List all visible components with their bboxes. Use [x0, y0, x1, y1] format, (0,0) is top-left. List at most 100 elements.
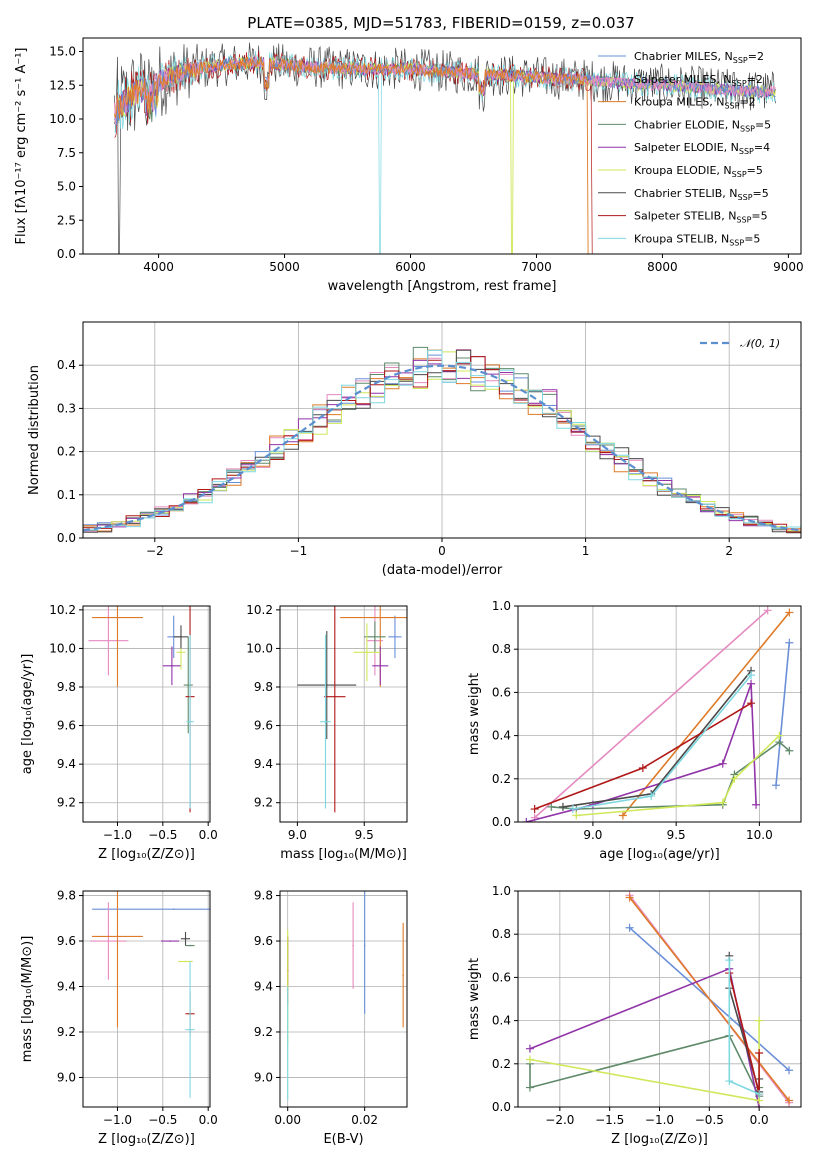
spectrum-xtick-label: 5000	[269, 260, 300, 274]
data-point	[402, 974, 404, 976]
spectrum-xtick-label: 6000	[395, 260, 426, 274]
residuals-ytick-label: 0.1	[57, 488, 76, 502]
legend-entry-count: =5	[744, 232, 760, 245]
legend-entry-count: =2	[748, 50, 764, 63]
residuals-ytick-label: 0.0	[57, 531, 76, 545]
weight-marker	[785, 638, 794, 647]
age-vs-Z-xtick-label: −0.5	[148, 828, 177, 842]
weight-marker	[572, 811, 581, 820]
spectrum-xtick-label: 9000	[773, 260, 804, 274]
weight-vs-Z-ytick-label: 0.8	[492, 927, 511, 941]
residuals-xtick-label: 2	[725, 544, 733, 558]
data-point	[379, 664, 382, 667]
data-point	[171, 664, 173, 667]
mass-vs-Z-frame	[82, 890, 211, 1108]
spectrum-xtick-label: 4000	[143, 260, 174, 274]
age-vs-Z-ytick-label: 9.2	[57, 796, 76, 810]
spectrum-ytick-label: 10.0	[49, 112, 76, 126]
age-vs-Z-ytick-label: 9.4	[57, 757, 76, 771]
weight-marker	[725, 1077, 734, 1086]
weight-marker	[618, 811, 627, 820]
weight-series-line	[534, 609, 769, 819]
mass-vs-Z-xtick-label: 0.0	[199, 1113, 218, 1127]
mass-vs-ebv-ytick-label: 9.4	[254, 979, 273, 993]
weight-vs-Z-xtick-label: −1.0	[645, 1113, 674, 1127]
data-point	[116, 935, 119, 938]
age-vs-mass-frame	[279, 605, 408, 823]
weight-vs-age-xtick-label: 9.0	[583, 828, 602, 842]
age-vs-Z-ytick-label: 9.8	[57, 680, 76, 694]
weight-series-line	[572, 674, 752, 810]
weight-marker	[718, 759, 727, 768]
spectrum-series-line	[114, 56, 776, 254]
legend-entry-subscript: SSP	[740, 124, 755, 133]
weight-marker	[558, 802, 567, 811]
legend-entry-count: =5	[755, 118, 771, 131]
weight-vs-age-ytick-label: 0.2	[492, 772, 511, 786]
spectrum-panel: 4000 5000 6000 7000 8000 9000 0.0 2.5 5.0 7.5 10.0…	[14, 37, 804, 294]
residuals-ylabel: Normed distribution	[27, 365, 42, 495]
legend-entry-name: Chabrier MILES, N	[634, 50, 733, 63]
weight-marker	[747, 699, 756, 708]
weight-series-line	[775, 642, 791, 786]
mass-vs-ebv-xtick-label: 0.00	[274, 1113, 301, 1127]
mass-vs-Z-ytick-label: 9.0	[57, 1070, 76, 1084]
residuals-panel: −2 −1 0 1 2 0.0 0.1 0.2 0.3 0.4 (data-model)/error…	[27, 321, 802, 578]
age-vs-Z-panel: −1.0 −0.5 0.0 9.2 9.4 9.6 9.8 10.0 10.2 Z [log₁₀(…	[20, 603, 218, 862]
mass-vs-ebv-xtick-label: 0.02	[351, 1113, 378, 1127]
weight-vs-age-ytick-label: 0.6	[492, 685, 511, 699]
weight-vs-age-xtick-label: 9.5	[667, 828, 686, 842]
age-vs-Z-ylabel: age [log₁₀(age/yr)]	[20, 654, 35, 775]
weight-vs-Z-frame	[517, 890, 802, 1108]
legend-entry: Chabrier STELIB, NSSP=5	[634, 187, 769, 202]
age-vs-Z-ytick-label: 10.0	[49, 641, 76, 655]
weight-marker	[785, 1096, 794, 1105]
weight-vs-age-frame	[517, 605, 802, 823]
residuals-xtick-label: 0	[438, 544, 446, 558]
weight-series-line	[529, 967, 760, 1107]
legend-entry-name: Salpeter MILES, N	[634, 73, 732, 86]
age-vs-mass-xtick-label: 9.0	[288, 828, 307, 842]
weight-vs-Z-ytick-label: 1.0	[492, 884, 511, 898]
age-vs-mass-ytick-label: 9.4	[254, 757, 273, 771]
legend-entry-name: Salpeter STELIB, N	[634, 210, 736, 223]
mass-vs-ebv-ytick-label: 9.8	[254, 889, 273, 903]
legend-entry-subscript: SSP	[733, 56, 748, 65]
weight-series-line	[622, 611, 790, 817]
data-point	[379, 616, 382, 619]
spectrum-ytick-label: 0.0	[57, 247, 76, 261]
age-vs-Z-frame	[82, 605, 211, 823]
mass-vs-ebv-panel: 0.00 0.02 9.0 9.2 9.4 9.6 9.8 E(B-V)	[254, 889, 408, 1147]
weight-series-line	[562, 670, 752, 808]
weight-vs-age-panel: 9.0 9.5 10.0 0.0 0.2 0.4 0.6 0.8 1.0 age [log₁₀(a…	[467, 599, 802, 862]
age-vs-Z-plot-area	[88, 606, 195, 813]
mass-vs-ebv-ytick-label: 9.6	[254, 934, 273, 948]
data-point	[116, 616, 119, 619]
data-point	[189, 720, 191, 723]
spectrum-ytick-label: 2.5	[57, 213, 76, 227]
weight-marker	[747, 671, 756, 680]
legend-entry-subscript: SSP	[724, 102, 739, 111]
mass-vs-Z-ytick-label: 9.4	[57, 979, 76, 993]
legend-entry-subscript: SSP	[729, 238, 744, 247]
age-vs-Z-ytick-label: 10.2	[49, 603, 76, 617]
weight-vs-Z-ytick-label: 0.4	[492, 1014, 511, 1028]
data-point	[107, 940, 110, 942]
weight-marker	[547, 802, 556, 811]
legend-entry: Chabrier ELODIE, NSSP=5	[634, 118, 771, 133]
weight-marker	[775, 731, 784, 740]
legend-entry-count: =5	[751, 210, 767, 223]
residuals-legend: 𝒩(0, 1)	[700, 337, 780, 350]
mass-vs-ebv-plot-area	[286, 891, 404, 1101]
legend-entry: Kroupa STELIB, NSSP=5	[634, 232, 760, 247]
weight-marker	[785, 746, 794, 755]
data-point	[180, 636, 182, 638]
age-vs-Z-xlabel: Z [log₁₀(Z/Z⊙)]	[98, 847, 195, 862]
legend-entry: Salpeter ELODIE, NSSP=4	[634, 141, 770, 156]
weight-vs-age-plot-area	[522, 606, 794, 822]
weight-series-line	[526, 683, 757, 822]
mass-vs-Z-ytick-label: 9.2	[57, 1025, 76, 1039]
weight-vs-Z-xtick-label: −0.5	[695, 1113, 724, 1127]
weight-marker	[625, 893, 634, 902]
